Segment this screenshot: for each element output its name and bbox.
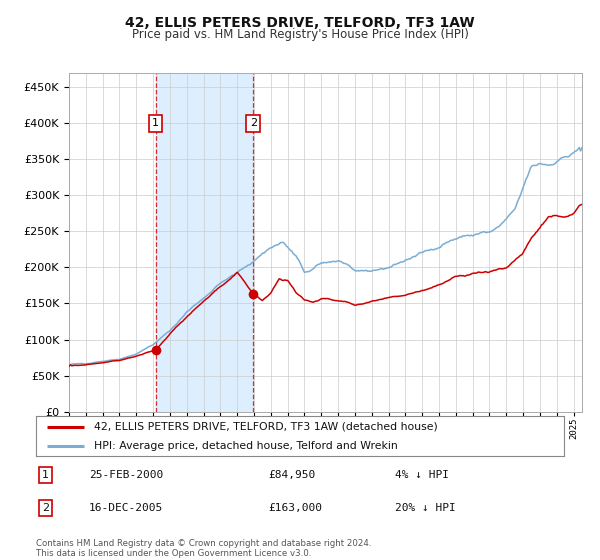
- Text: 42, ELLIS PETERS DRIVE, TELFORD, TF3 1AW (detached house): 42, ELLIS PETERS DRIVE, TELFORD, TF3 1AW…: [94, 422, 438, 432]
- Text: Contains HM Land Registry data © Crown copyright and database right 2024.
This d: Contains HM Land Registry data © Crown c…: [36, 539, 371, 558]
- Text: 42, ELLIS PETERS DRIVE, TELFORD, TF3 1AW: 42, ELLIS PETERS DRIVE, TELFORD, TF3 1AW: [125, 16, 475, 30]
- Text: £163,000: £163,000: [268, 503, 322, 512]
- Text: 20% ↓ HPI: 20% ↓ HPI: [395, 503, 456, 512]
- Text: 25-FEB-2000: 25-FEB-2000: [89, 470, 163, 480]
- Text: 4% ↓ HPI: 4% ↓ HPI: [395, 470, 449, 480]
- Text: 16-DEC-2005: 16-DEC-2005: [89, 503, 163, 512]
- Text: £84,950: £84,950: [268, 470, 316, 480]
- Bar: [155, 73, 253, 412]
- Text: HPI: Average price, detached house, Telford and Wrekin: HPI: Average price, detached house, Telf…: [94, 441, 398, 450]
- Text: 1: 1: [42, 470, 49, 480]
- Text: Price paid vs. HM Land Registry's House Price Index (HPI): Price paid vs. HM Land Registry's House …: [131, 28, 469, 41]
- Text: 2: 2: [42, 503, 49, 512]
- Text: 1: 1: [152, 118, 159, 128]
- Text: 2: 2: [250, 118, 257, 128]
